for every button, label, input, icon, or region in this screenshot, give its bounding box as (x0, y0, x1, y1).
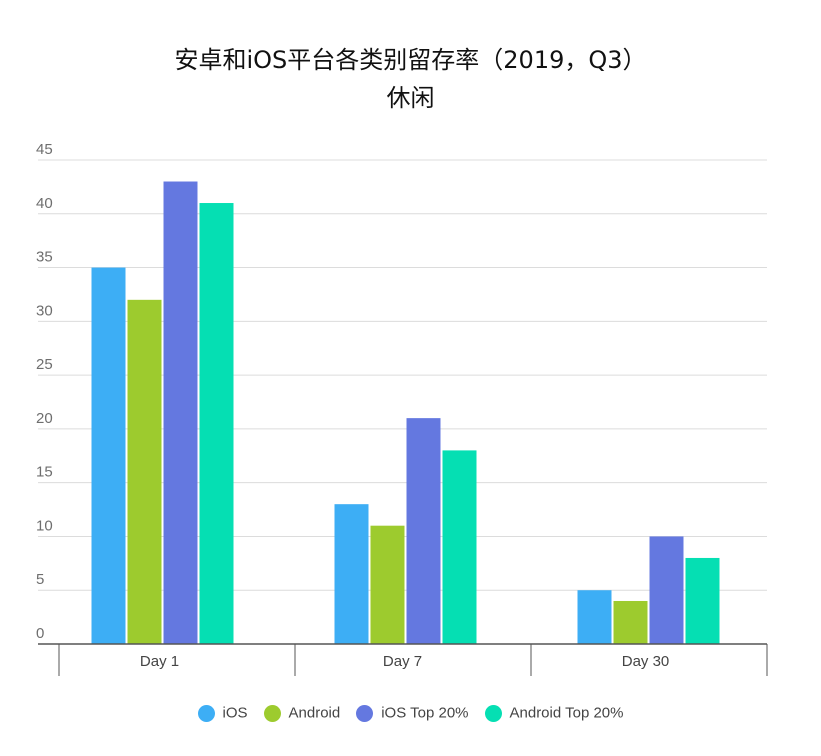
bar (127, 299, 162, 644)
chart-legend: iOS Android iOS Top 20% Android Top 20% (0, 704, 821, 722)
bar (577, 590, 612, 644)
legend-label: Android Top 20% (509, 704, 624, 722)
x-tick-label: Day 7 (383, 653, 422, 670)
legend-label: Android (288, 704, 341, 722)
y-tick-label: 20 (36, 410, 53, 427)
legend-swatch (263, 704, 281, 722)
bar (613, 600, 648, 644)
legend-item: iOS Top 20% (356, 704, 469, 722)
legend-item: Android Top 20% (484, 704, 624, 722)
y-tick-label: 15 (36, 464, 53, 481)
bar (199, 203, 234, 644)
bar (406, 418, 441, 644)
y-tick-label: 0 (36, 625, 44, 642)
y-tick-label: 45 (36, 141, 53, 158)
legend-label: iOS Top 20% (381, 704, 469, 722)
bar (685, 557, 720, 644)
y-tick-label: 35 (36, 249, 53, 266)
bar (442, 450, 477, 644)
chart-title: 安卓和iOS平台各类别留存率（2019，Q3） (174, 46, 647, 74)
bar-chart: 0 5 10 15 20 25 30 35 40 45 Day 1 Day 7 Day 30 (36, 141, 768, 676)
x-tick-label: Day 30 (622, 653, 670, 670)
bar (649, 536, 684, 644)
y-tick-label: 25 (36, 356, 53, 373)
y-tick-label: 30 (36, 302, 53, 319)
bar (370, 525, 405, 644)
legend-swatch (197, 704, 215, 722)
x-tick-label: Day 1 (140, 653, 179, 670)
legend-swatch (356, 704, 374, 722)
legend-swatch (484, 704, 502, 722)
legend-label: iOS (222, 704, 248, 722)
legend-item: Android (263, 704, 341, 722)
bar (163, 181, 198, 644)
y-tick-label: 10 (36, 517, 53, 534)
bar (334, 504, 369, 644)
chart-subtitle: 休闲 (386, 84, 435, 112)
legend-item: iOS (197, 704, 248, 722)
y-tick-label: 40 (36, 195, 53, 212)
bar (91, 267, 126, 644)
y-tick-label: 5 (36, 571, 44, 588)
